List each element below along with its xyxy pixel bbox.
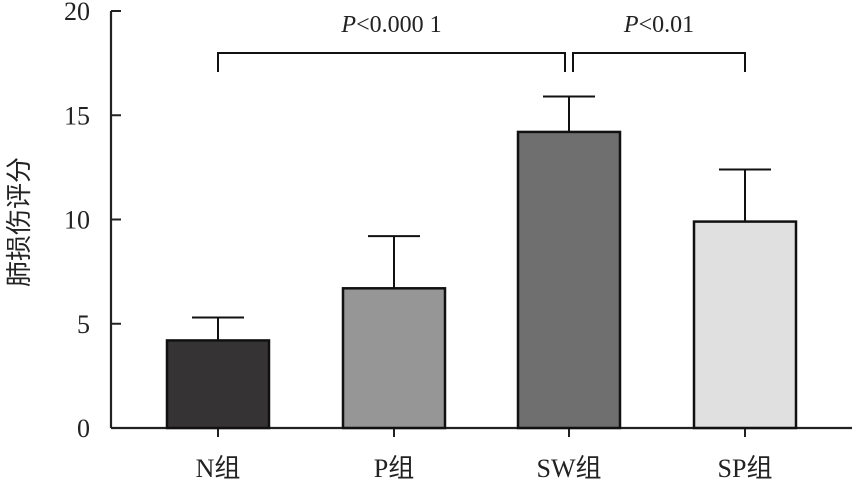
x-category-label: P组 <box>374 454 414 481</box>
significance-brackets: P<0.000 1 P<0.01 <box>217 12 746 72</box>
error-bars <box>192 95 771 341</box>
y-tick-label: 10 <box>64 206 90 235</box>
significance-label: P<0.01 <box>623 12 694 38</box>
x-category-label: SP组 <box>718 454 773 481</box>
x-category-label: N组 <box>196 454 241 481</box>
y-tick-label: 20 <box>64 0 90 26</box>
significance-bracket <box>572 52 746 72</box>
y-tick-label: 5 <box>77 310 90 339</box>
y-axis-title: 肺损伤评分 <box>5 157 34 287</box>
bars <box>165 130 798 430</box>
y-tick-label: 15 <box>64 101 90 130</box>
bar <box>692 220 798 430</box>
significance-bracket <box>217 52 566 72</box>
bar <box>165 339 271 430</box>
significance-label: P<0.000 1 <box>340 12 441 38</box>
y-tick-label: 0 <box>77 414 90 443</box>
y-axis-title-group: 肺损伤评分 <box>5 157 34 287</box>
bar <box>516 130 622 430</box>
axes: 0 5 10 15 20 N组 P组 SW组 SP组 <box>64 0 852 481</box>
bar <box>341 287 447 430</box>
x-category-label: SW组 <box>536 454 601 481</box>
